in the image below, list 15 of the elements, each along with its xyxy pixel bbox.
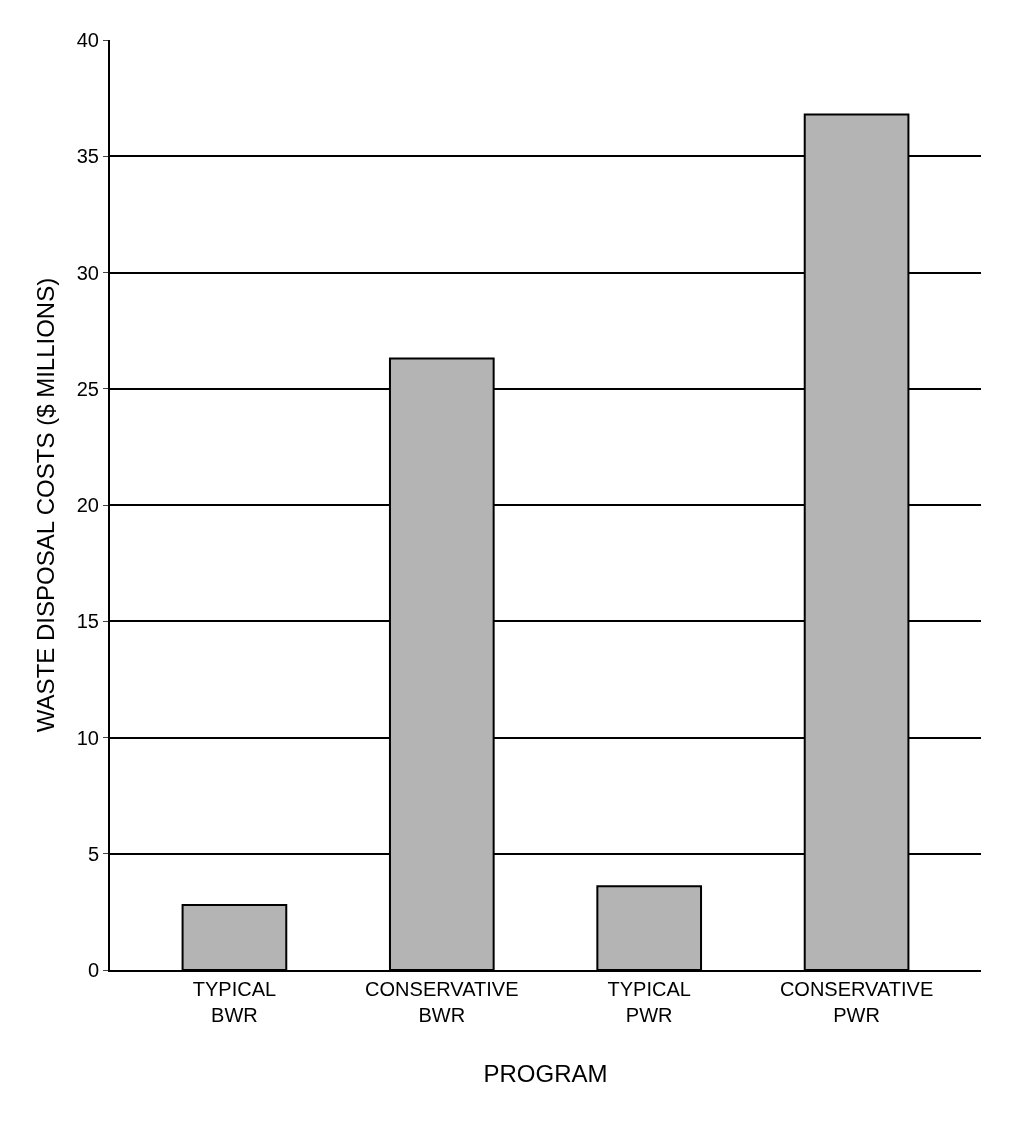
x-tick-label: TYPICAL BWR	[192, 978, 277, 1026]
y-tick-label: 35	[76, 145, 99, 168]
y-tick-label: 10	[76, 726, 99, 749]
x-axis-title: PROGRAM	[483, 1059, 608, 1087]
y-tick-label: 30	[76, 261, 99, 284]
y-tick-label: 25	[76, 377, 99, 400]
y-tick-label: 0	[87, 959, 99, 981]
x-tick-label: CONSERVATIVE BWR	[365, 978, 519, 1026]
y-tick-label: 5	[87, 842, 99, 865]
y-tick-label: 15	[76, 610, 99, 633]
x-tick-label: CONSERVATIVE PWR	[779, 978, 934, 1026]
y-axis-title: WASTE DISPOSAL COSTS ($ MILLIONS)	[32, 277, 60, 733]
y-tick-label: 20	[76, 494, 99, 516]
x-tick-label: TYPICAL PWR	[607, 978, 691, 1026]
y-tick-label: 40	[76, 29, 99, 51]
